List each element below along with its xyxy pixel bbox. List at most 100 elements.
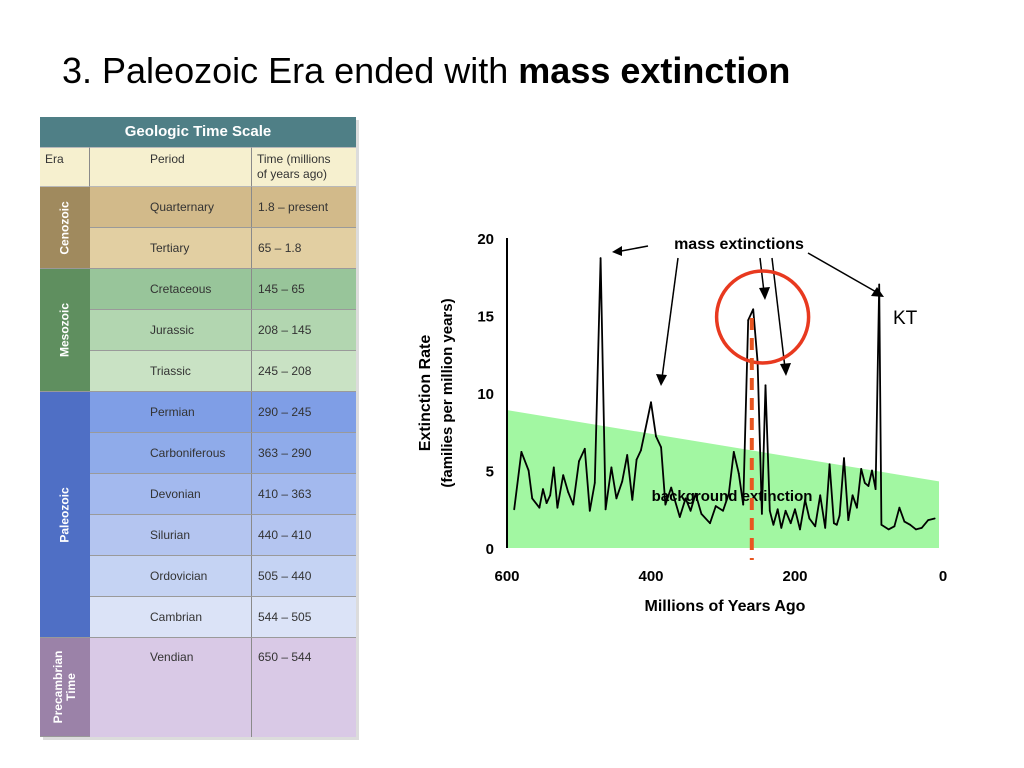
- data-point: [572, 503, 575, 506]
- period-time: 505 – 440: [258, 569, 312, 583]
- period-name: Permian: [90, 392, 252, 432]
- y-tick-label: 10: [477, 386, 494, 403]
- arrowhead: [871, 287, 884, 297]
- period-row: Cretaceous 145 – 65: [90, 269, 356, 310]
- data-point: [714, 505, 717, 507]
- time-scale-title: Geologic Time Scale: [40, 117, 356, 147]
- header-era-label: Era: [45, 152, 64, 166]
- data-point: [722, 509, 724, 512]
- period-time: 410 – 363: [258, 487, 312, 501]
- data-point: [856, 506, 858, 509]
- y-tick-label: 20: [477, 231, 494, 248]
- data-point: [878, 283, 881, 286]
- annotation-arrows: [612, 245, 884, 386]
- data-point: [819, 494, 822, 497]
- background-extinction-band: [507, 410, 939, 548]
- data-point: [893, 525, 896, 528]
- era-precambrian: Precambrian Time: [40, 638, 90, 737]
- data-point: [784, 509, 787, 512]
- extinction-rate-line: [513, 257, 935, 531]
- data-point: [583, 447, 586, 450]
- period-name: Ordovician: [90, 556, 252, 596]
- data-point: [833, 522, 835, 525]
- y-tick-label: 15: [477, 309, 494, 326]
- data-point: [538, 506, 541, 509]
- slide-title: 3. Paleozoic Era ended with mass extinct…: [62, 50, 790, 92]
- data-point: [727, 492, 730, 495]
- data-point: [527, 469, 530, 472]
- data-point: [867, 485, 870, 487]
- x-tick-label: 0: [939, 568, 947, 585]
- period-name: Silurian: [90, 515, 252, 555]
- header-time: Time (millions of years ago): [252, 147, 356, 187]
- data-point: [863, 482, 866, 484]
- data-point: [808, 517, 811, 520]
- era-paleozoic: Paleozoic: [40, 392, 90, 638]
- data-point: [737, 472, 740, 475]
- period-time: 363 – 290: [258, 446, 312, 460]
- period-row: Jurassic 208 – 145: [90, 310, 356, 351]
- era-mesozoic: Mesozoic: [40, 269, 90, 392]
- extinction-rate-points: [513, 257, 936, 531]
- annotation-background-extinction: background extinction: [652, 488, 813, 505]
- data-point: [824, 527, 827, 529]
- data-point: [556, 506, 559, 509]
- period-time: 245 – 208: [258, 364, 312, 378]
- data-point: [851, 494, 854, 497]
- data-point: [799, 528, 801, 531]
- data-point: [828, 463, 831, 466]
- data-point: [593, 482, 596, 484]
- era-cenozoic: Cenozoic: [40, 187, 90, 269]
- period-time: 650 – 544: [258, 650, 312, 664]
- data-point: [804, 499, 806, 501]
- annotation-mass-extinctions: mass extinctions: [674, 236, 804, 253]
- data-point: [747, 319, 750, 321]
- data-point: [655, 435, 657, 438]
- data-point: [588, 509, 591, 512]
- y-axis-label-line2: (families per million years): [439, 298, 456, 487]
- x-tick-label: 400: [638, 568, 663, 585]
- y-axis-label: Extinction Rate (families per million ye…: [417, 298, 456, 487]
- header-period: Period: [90, 147, 252, 187]
- x-tick-label: 600: [494, 568, 519, 585]
- x-tick-label: 200: [782, 568, 807, 585]
- data-point: [615, 497, 618, 500]
- data-point: [520, 451, 523, 453]
- data-point: [874, 488, 877, 490]
- data-point: [621, 480, 624, 483]
- arrowhead: [759, 287, 770, 300]
- period-time: 65 – 1.8: [258, 241, 302, 255]
- period-time: 290 – 245: [258, 405, 312, 419]
- data-point: [670, 486, 673, 489]
- title-prefix: 3. Paleozoic Era ended with: [62, 50, 519, 91]
- y-axis-label-line1: Extinction Rate: [417, 335, 434, 452]
- data-point: [880, 523, 883, 526]
- data-point: [920, 527, 923, 529]
- period-time: 208 – 145: [258, 323, 312, 337]
- data-point: [626, 454, 629, 456]
- data-point: [694, 492, 697, 495]
- data-point: [531, 497, 534, 500]
- data-point: [631, 499, 634, 501]
- period-time: 544 – 505: [258, 610, 312, 624]
- title-bold: mass extinction: [518, 50, 791, 91]
- data-point: [650, 401, 652, 404]
- data-point: [545, 502, 548, 504]
- period-name: Quarternary: [90, 187, 252, 227]
- data-point: [709, 522, 711, 525]
- period-row: Cambrian 544 – 505: [90, 597, 356, 638]
- data-point: [678, 516, 681, 518]
- x-axis-ticks: 600 400 200 0: [494, 568, 947, 585]
- data-point: [640, 449, 642, 452]
- data-point: [513, 508, 516, 511]
- data-point: [578, 460, 580, 463]
- header-time-line1: Time (millions: [257, 152, 331, 166]
- data-point: [847, 519, 850, 521]
- highlight-circle: [714, 269, 811, 365]
- data-point: [887, 528, 890, 531]
- data-point: [700, 513, 703, 515]
- period-row: Silurian 440 – 410: [90, 515, 356, 556]
- data-point: [742, 503, 745, 506]
- header-time-line2: of years ago): [257, 167, 328, 181]
- data-point: [776, 508, 779, 511]
